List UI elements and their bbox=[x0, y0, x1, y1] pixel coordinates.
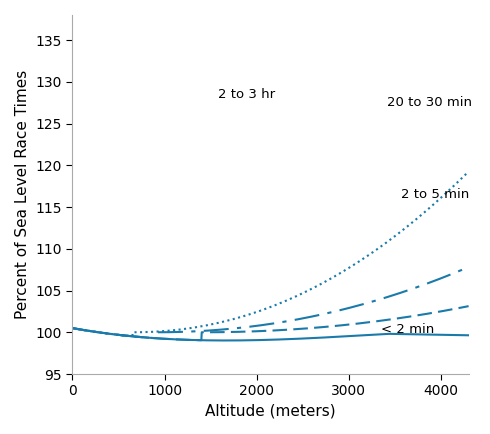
Text: 2 to 3 hr: 2 to 3 hr bbox=[218, 88, 275, 101]
X-axis label: Altitude (meters): Altitude (meters) bbox=[205, 404, 336, 419]
Text: < 2 min: < 2 min bbox=[381, 323, 434, 336]
Text: 2 to 5 min: 2 to 5 min bbox=[401, 188, 469, 201]
Text: 20 to 30 min: 20 to 30 min bbox=[387, 96, 471, 109]
Y-axis label: Percent of Sea Level Race Times: Percent of Sea Level Race Times bbox=[15, 70, 30, 319]
